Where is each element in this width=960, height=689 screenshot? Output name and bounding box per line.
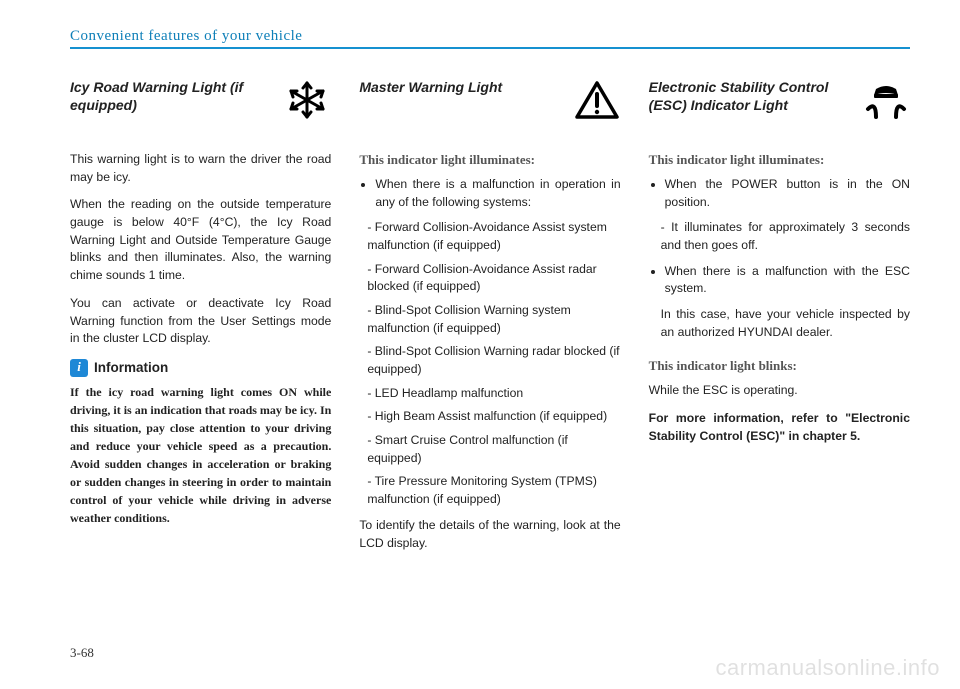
icy-p2: When the reading on the outside temperat…: [70, 196, 331, 284]
section-title: Convenient features of your vehicle: [70, 28, 910, 45]
master-warning-icon: [573, 79, 621, 121]
col2-dashes: Forward Collision-Avoidance Assist syste…: [359, 219, 620, 509]
col3-subhead1: This indicator light illuminates:: [649, 151, 910, 170]
col2-subhead: This indicator light illuminates:: [359, 151, 620, 170]
col2-last: To identify the details of the warning, …: [359, 517, 620, 552]
dash-7: Tire Pressure Monitoring System (TPMS) m…: [367, 473, 620, 508]
master-warning-heading: Master Warning Light: [359, 79, 508, 97]
col3-bullets2: When there is a malfunction with the ESC…: [649, 263, 910, 298]
dash-2: Blind-Spot Collision Warning system malf…: [367, 302, 620, 337]
col3-bullet2: When there is a malfunction with the ESC…: [665, 263, 910, 298]
heading-row-2: Master Warning Light: [359, 79, 620, 129]
info-row: i Information: [70, 358, 331, 378]
col3-blinks: While the ESC is operating.: [649, 382, 910, 400]
heading-row-1: Icy Road Warning Light (if equipped): [70, 79, 331, 129]
col3-bullets: When the POWER button is in the ON posit…: [649, 176, 910, 211]
column-1: Icy Road Warning Light (if equipped): [70, 79, 331, 562]
col3-subhead2: This indicator light blinks:: [649, 357, 910, 376]
heading-row-3: Electronic Stability Control (ESC) Indic…: [649, 79, 910, 129]
col3-sub2: In this case, have your vehicle inspecte…: [649, 306, 910, 341]
content-columns: Icy Road Warning Light (if equipped): [70, 79, 910, 562]
dash-6: Smart Cruise Control malfunction (if equ…: [367, 432, 620, 467]
info-label: Information: [94, 358, 168, 378]
column-3: Electronic Stability Control (ESC) Indic…: [649, 79, 910, 562]
col2-bullet1: When there is a malfunction in operation…: [375, 176, 620, 211]
info-icon: i: [70, 359, 88, 377]
icy-p3: You can activate or deactivate Icy Road …: [70, 295, 331, 348]
dash-4: LED Headlamp malfunction: [367, 385, 620, 403]
esc-icon: [862, 79, 910, 121]
page-number: 3-68: [70, 645, 94, 661]
col3-bullet1: When the POWER button is in the ON posit…: [665, 176, 910, 211]
col3-ref: For more information, refer to "Electron…: [649, 410, 910, 445]
manual-page: Convenient features of your vehicle Icy …: [0, 0, 960, 689]
info-text: If the icy road warning light comes ON w…: [70, 383, 331, 527]
col3-sub1: - It illuminates for approximately 3 sec…: [649, 219, 910, 254]
column-2: Master Warning Light This indicator ligh…: [359, 79, 620, 562]
esc-heading: Electronic Stability Control (ESC) Indic…: [649, 79, 862, 114]
icy-p1: This warning light is to warn the driver…: [70, 151, 331, 186]
col2-bullets: When there is a malfunction in operation…: [359, 176, 620, 211]
icy-road-heading: Icy Road Warning Light (if equipped): [70, 79, 283, 114]
watermark: carmanualsonline.info: [715, 655, 940, 681]
dash-3: Blind-Spot Collision Warning radar block…: [367, 343, 620, 378]
title-rule: [70, 47, 910, 49]
snowflake-icon: [283, 79, 331, 121]
dash-1: Forward Collision-Avoidance Assist radar…: [367, 261, 620, 296]
dash-5: High Beam Assist malfunction (if equippe…: [367, 408, 620, 426]
dash-0: Forward Collision-Avoidance Assist syste…: [367, 219, 620, 254]
